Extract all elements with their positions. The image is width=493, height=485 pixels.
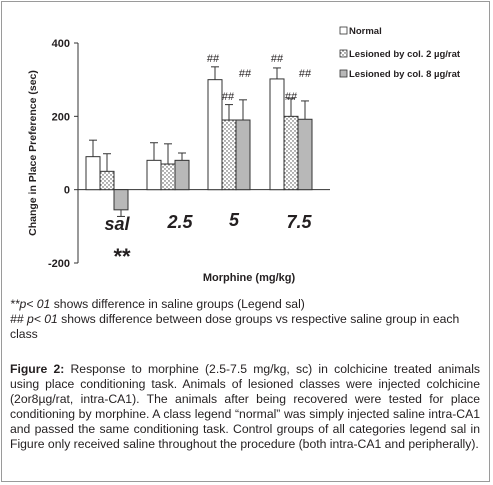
y-tick-label: 0 bbox=[64, 185, 70, 197]
x-axis-title: Morphine (mg/kg) bbox=[203, 272, 296, 284]
bar bbox=[269, 78, 285, 191]
bar bbox=[235, 119, 251, 191]
bar-chart-svg: 400 200 0 -200 Change in Place Preference (s… bbox=[27, 26, 461, 284]
note-saline: **p< 01 shows difference in saline group… bbox=[10, 297, 480, 312]
y-axis-title: Change in Place Preference (sec) bbox=[27, 70, 39, 236]
category-label: 2.5 bbox=[166, 212, 193, 232]
y-tick-label: 200 bbox=[52, 111, 70, 123]
bar bbox=[85, 156, 101, 191]
significance-annotation: ## bbox=[271, 53, 284, 65]
significance-notes: **p< 01 shows difference in saline group… bbox=[10, 297, 480, 342]
bar bbox=[174, 159, 190, 191]
caption-text: Response to morphine (2.5-7.5 mg/kg, sc)… bbox=[10, 362, 480, 452]
significance-annotation: ## bbox=[299, 68, 312, 80]
y-tick-label: -200 bbox=[48, 258, 70, 270]
legend-swatch bbox=[339, 69, 348, 78]
legend-label: Lesioned by col. 2 µg/rat bbox=[349, 49, 461, 60]
caption-label: Figure 2: bbox=[10, 362, 65, 376]
bar bbox=[207, 79, 223, 191]
category-label: 7.5 bbox=[286, 212, 312, 232]
legend-swatch bbox=[339, 49, 348, 58]
note-dose: ## p< 01 shows difference between dose g… bbox=[10, 312, 480, 342]
bar bbox=[113, 189, 129, 211]
significance-annotation: ## bbox=[207, 53, 220, 65]
significance-annotation: ** bbox=[113, 244, 131, 269]
figure-caption: Figure 2: Response to morphine (2.5-7.5 … bbox=[10, 362, 480, 453]
significance-annotation: ## bbox=[239, 68, 252, 80]
note-dose-marker: ## p< 01 bbox=[10, 312, 58, 326]
bar bbox=[297, 118, 313, 191]
chart: 400 200 0 -200 Change in Place Preference (s… bbox=[27, 26, 461, 284]
note-saline-marker: **p< 01 bbox=[10, 297, 51, 311]
category-label: 5 bbox=[229, 210, 240, 230]
bar bbox=[283, 115, 299, 191]
significance-annotation: ## bbox=[222, 91, 235, 103]
significance-annotation: ## bbox=[285, 91, 298, 103]
note-saline-text: shows difference in saline groups (Legen… bbox=[50, 297, 305, 311]
bar bbox=[99, 170, 115, 191]
legend-swatch bbox=[339, 26, 348, 35]
y-tick-label: 400 bbox=[52, 38, 70, 50]
bar bbox=[221, 119, 237, 191]
bar bbox=[146, 159, 162, 191]
category-label: sal bbox=[104, 214, 130, 234]
bar bbox=[160, 163, 176, 191]
note-dose-text: shows difference between dose groups vs … bbox=[10, 312, 460, 341]
legend-label: Normal bbox=[349, 26, 382, 37]
legend-label: Lesioned by col. 8 µg/rat bbox=[349, 69, 461, 80]
